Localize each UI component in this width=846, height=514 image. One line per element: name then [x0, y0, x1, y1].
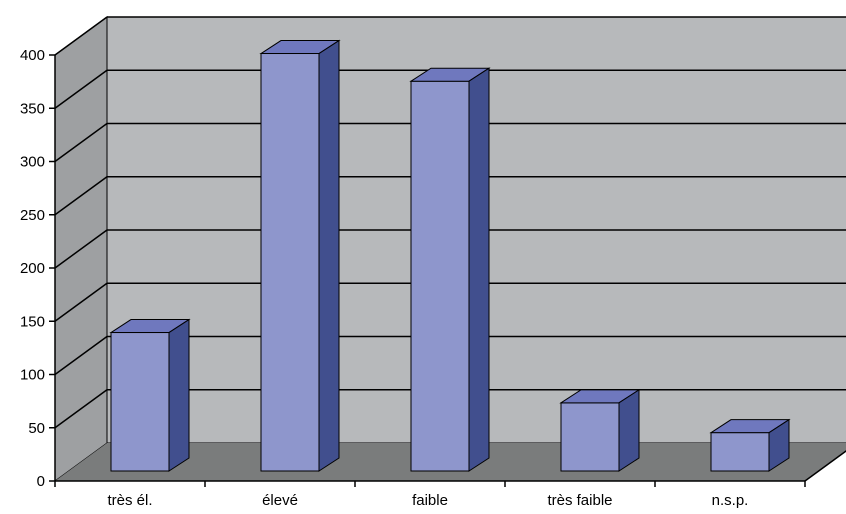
bar	[409, 67, 491, 472]
gridline-side	[54, 335, 108, 376]
y-tick-label: 250	[20, 207, 45, 224]
bar	[709, 418, 791, 472]
bar-side	[468, 67, 490, 472]
bar-side	[318, 39, 340, 472]
gridline-side	[54, 69, 108, 109]
bar-side	[618, 388, 640, 472]
y-tick-label: 100	[20, 367, 45, 384]
bar-front	[410, 80, 470, 472]
bar-front	[710, 432, 770, 472]
y-tick-label: 350	[20, 100, 45, 117]
y-tick-label: 200	[20, 260, 45, 277]
bar	[259, 39, 341, 472]
x-axis-edge	[804, 450, 846, 482]
bar-front	[560, 402, 620, 472]
gridline-side	[54, 176, 108, 216]
gridline-side	[54, 282, 108, 322]
y-tick-label: 400	[20, 47, 45, 64]
y-tick-label: 50	[28, 420, 45, 437]
y-tick-label: 0	[37, 473, 45, 490]
bar-front	[110, 332, 170, 472]
bar-front	[260, 53, 320, 472]
x-category-label: n.s.p.	[712, 492, 749, 509]
x-axis-labels: très él. élevé faible très faible n.s.p.	[54, 481, 806, 509]
gridline-side	[54, 229, 108, 269]
y-axis-ticks: 0 50 100 150 200 250 300 350 400	[20, 47, 55, 490]
bars	[109, 39, 791, 472]
bar-side	[768, 418, 790, 472]
bar-side	[168, 318, 190, 472]
y-tick-label: 300	[20, 154, 45, 171]
gridline-side	[54, 122, 108, 163]
x-category-label: très él.	[107, 492, 152, 509]
gridline-side	[54, 389, 108, 429]
x-category-label: élevé	[262, 492, 298, 509]
y-tick-label: 150	[20, 313, 45, 330]
x-category-label: faible	[412, 492, 448, 509]
bar	[559, 388, 641, 472]
x-category-label: très faible	[547, 492, 612, 509]
gridline-side	[54, 16, 108, 56]
bar	[109, 318, 191, 472]
